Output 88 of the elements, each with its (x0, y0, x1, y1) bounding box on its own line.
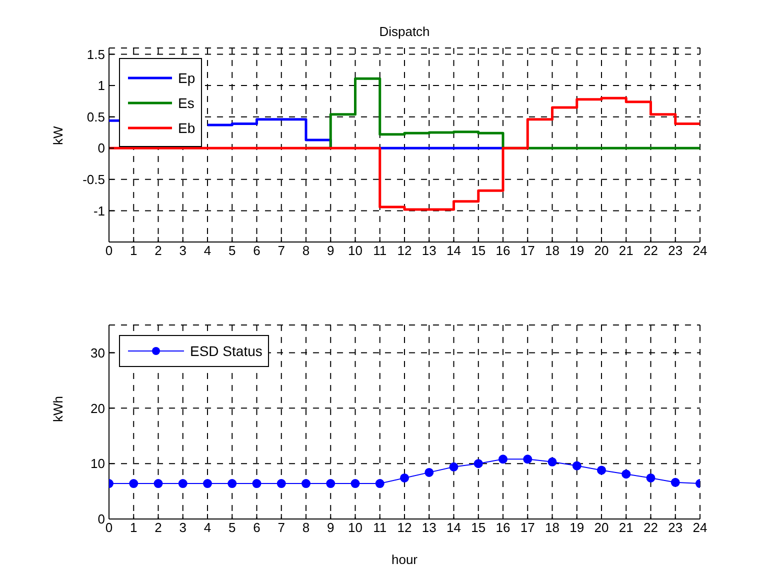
x-tick-label: 5 (228, 243, 236, 258)
x-tick-label: 23 (668, 243, 683, 258)
point (474, 459, 483, 468)
point (424, 468, 434, 477)
x-tick-label: 6 (253, 520, 260, 536)
x-tick-label: 13 (422, 243, 436, 258)
x-tick-label: 11 (373, 243, 387, 258)
point (523, 454, 532, 464)
y-tick-label: -0.5 (82, 172, 105, 188)
x-axis-title: hour (391, 552, 418, 567)
x-tick-label: 9 (327, 520, 334, 536)
y-tick-label: 30 (90, 345, 105, 360)
point (276, 479, 286, 488)
x-tick-label: 19 (570, 520, 584, 536)
x-tick-label: 8 (302, 243, 310, 258)
point (400, 473, 409, 482)
x-tick-label: 10 (348, 243, 362, 258)
point (670, 478, 680, 487)
x-tick-label: 11 (373, 520, 387, 536)
x-tick-label: 7 (278, 520, 285, 536)
x-tick-label: 2 (154, 243, 162, 258)
point (178, 479, 188, 488)
y-tick-label: 1.5 (86, 46, 105, 62)
x-tick-label: 17 (520, 520, 535, 536)
x-tick-label: 3 (179, 520, 186, 536)
point (252, 479, 262, 488)
x-tick-label: 14 (446, 520, 461, 536)
x-tick-label: 20 (594, 243, 609, 258)
x-tick-label: 7 (278, 243, 285, 258)
x-tick-label: 2 (154, 520, 162, 536)
x-tick-label: 22 (644, 243, 658, 258)
y-tick-label: 10 (90, 456, 105, 472)
point (375, 479, 384, 488)
y-tick-label: 20 (90, 400, 105, 416)
x-tick-label: 4 (204, 520, 212, 536)
y-tick-label: 1 (98, 78, 105, 94)
legend-label: ESD Status (190, 343, 262, 359)
point (498, 454, 508, 464)
x-tick-label: 20 (594, 520, 609, 536)
x-tick-label: 3 (179, 243, 186, 258)
chart-title: Dispatch (378, 24, 431, 39)
point (154, 479, 163, 488)
x-tick-label: 15 (471, 520, 486, 536)
y-tick-label: -1 (93, 203, 105, 218)
x-tick-label: 8 (302, 520, 310, 536)
legend-label: Es (178, 94, 194, 110)
y-tick-label: 0.5 (86, 109, 105, 124)
point (350, 479, 360, 488)
point (326, 479, 336, 488)
x-tick-label: 22 (644, 520, 658, 536)
point (449, 462, 458, 472)
x-tick-label: 5 (228, 520, 236, 536)
x-tick-label: 1 (130, 520, 138, 536)
x-tick-label: 23 (668, 520, 683, 536)
x-tick-label: 18 (545, 520, 560, 536)
x-tick-label: 24 (692, 520, 708, 536)
x-tick-label: 24 (692, 243, 708, 258)
point (203, 479, 212, 488)
x-tick-label: 21 (618, 520, 634, 536)
point (228, 479, 237, 488)
y-axis-title: kWh (50, 396, 66, 422)
x-tick-label: 13 (422, 520, 436, 536)
x-tick-label: 16 (496, 243, 510, 258)
x-tick-label: 6 (253, 243, 260, 258)
point (548, 457, 557, 466)
x-tick-label: 1 (130, 243, 138, 258)
x-tick-label: 4 (204, 243, 212, 258)
y-axis-title: kW (50, 126, 66, 145)
point (622, 470, 631, 479)
x-tick-label: 10 (348, 520, 362, 536)
x-tick-label: 15 (471, 243, 486, 258)
x-tick-label: 17 (520, 243, 535, 258)
legend-label: Ep (178, 70, 196, 86)
x-tick-label: 16 (496, 520, 510, 536)
x-tick-label: 19 (570, 243, 584, 258)
point (129, 479, 138, 488)
legend-label: Eb (178, 120, 196, 136)
point (302, 479, 310, 488)
point (597, 466, 606, 475)
x-tick-label: 21 (618, 243, 634, 258)
x-tick-label: 12 (397, 520, 412, 536)
x-tick-label: 9 (327, 243, 334, 258)
point (646, 473, 656, 482)
x-tick-label: 18 (545, 243, 560, 258)
point (572, 461, 582, 470)
y-tick-label: 0 (98, 140, 105, 156)
x-tick-label: 14 (446, 243, 461, 258)
x-tick-label: 12 (397, 243, 412, 258)
